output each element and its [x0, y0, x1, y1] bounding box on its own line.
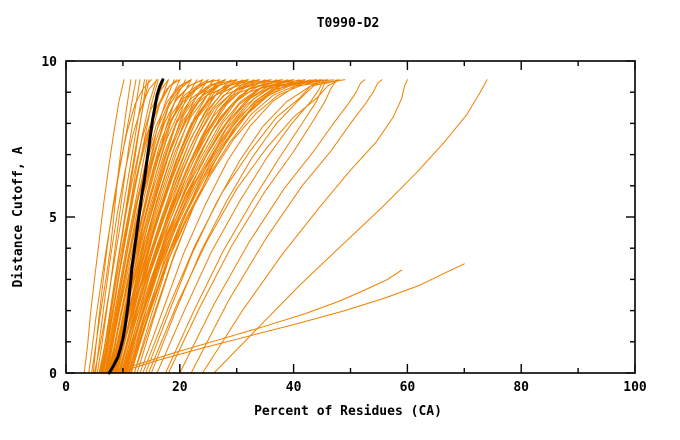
y-tick-label: 0 — [49, 367, 57, 382]
model-curve — [115, 79, 249, 374]
model-curve — [213, 79, 488, 374]
model-curve — [95, 79, 158, 374]
model-curve — [111, 79, 226, 374]
model-curve — [104, 79, 192, 374]
model-curve — [124, 79, 295, 374]
model-curve — [128, 79, 295, 374]
y-axis-label: Distance Cutoff, A — [11, 146, 26, 287]
model-curve — [179, 79, 366, 374]
y-tick-labels: 0 5 10 — [41, 55, 57, 382]
x-tick-labels: 0 20 40 60 80 100 — [62, 380, 647, 395]
model-curve — [165, 79, 329, 374]
x-axis-label: Percent of Residues (CA) — [254, 404, 442, 419]
model-curve — [91, 79, 132, 374]
x-tick-label: 100 — [623, 380, 647, 395]
model-curve — [167, 79, 340, 374]
model-curve — [92, 79, 152, 374]
model-curve — [105, 79, 192, 374]
y-tick-label: 5 — [49, 211, 57, 226]
model-curve — [110, 79, 226, 374]
model-curve — [148, 79, 337, 374]
model-curve — [96, 79, 141, 374]
model-curve — [83, 79, 125, 374]
model-curve — [139, 79, 346, 374]
x-tick-label: 60 — [400, 380, 416, 395]
model-curve — [109, 79, 215, 374]
model-curve — [142, 79, 320, 374]
model-curve — [130, 79, 306, 374]
plot-area — [83, 78, 488, 375]
model-curve — [107, 79, 204, 374]
model-curve — [121, 79, 260, 374]
y-tick-label: 10 — [41, 55, 57, 70]
model-curve — [102, 79, 181, 374]
tick-marks — [65, 60, 636, 374]
model-curve — [121, 79, 283, 374]
model-curve — [190, 79, 383, 374]
model-curve — [93, 79, 146, 374]
model-curve — [133, 79, 334, 374]
model-curve — [101, 79, 178, 374]
x-tick-label: 20 — [172, 380, 188, 395]
model-curve — [108, 79, 215, 374]
model-curve — [118, 79, 272, 374]
axis-group: 0 20 40 60 80 100 0 5 10 — [41, 55, 647, 395]
model-curve — [156, 79, 326, 374]
x-tick-label: 80 — [513, 380, 529, 395]
model-curve — [122, 79, 317, 374]
reference-curve — [107, 78, 165, 375]
x-tick-label: 40 — [286, 380, 302, 395]
model-curve — [202, 79, 408, 374]
model-curve — [116, 263, 465, 374]
x-tick-label: 0 — [62, 380, 70, 395]
model-curve — [128, 79, 323, 374]
model-curve — [145, 79, 340, 374]
chart-title: T0990-D2 — [317, 16, 380, 31]
model-curve — [122, 79, 278, 374]
model-curve — [108, 269, 403, 374]
